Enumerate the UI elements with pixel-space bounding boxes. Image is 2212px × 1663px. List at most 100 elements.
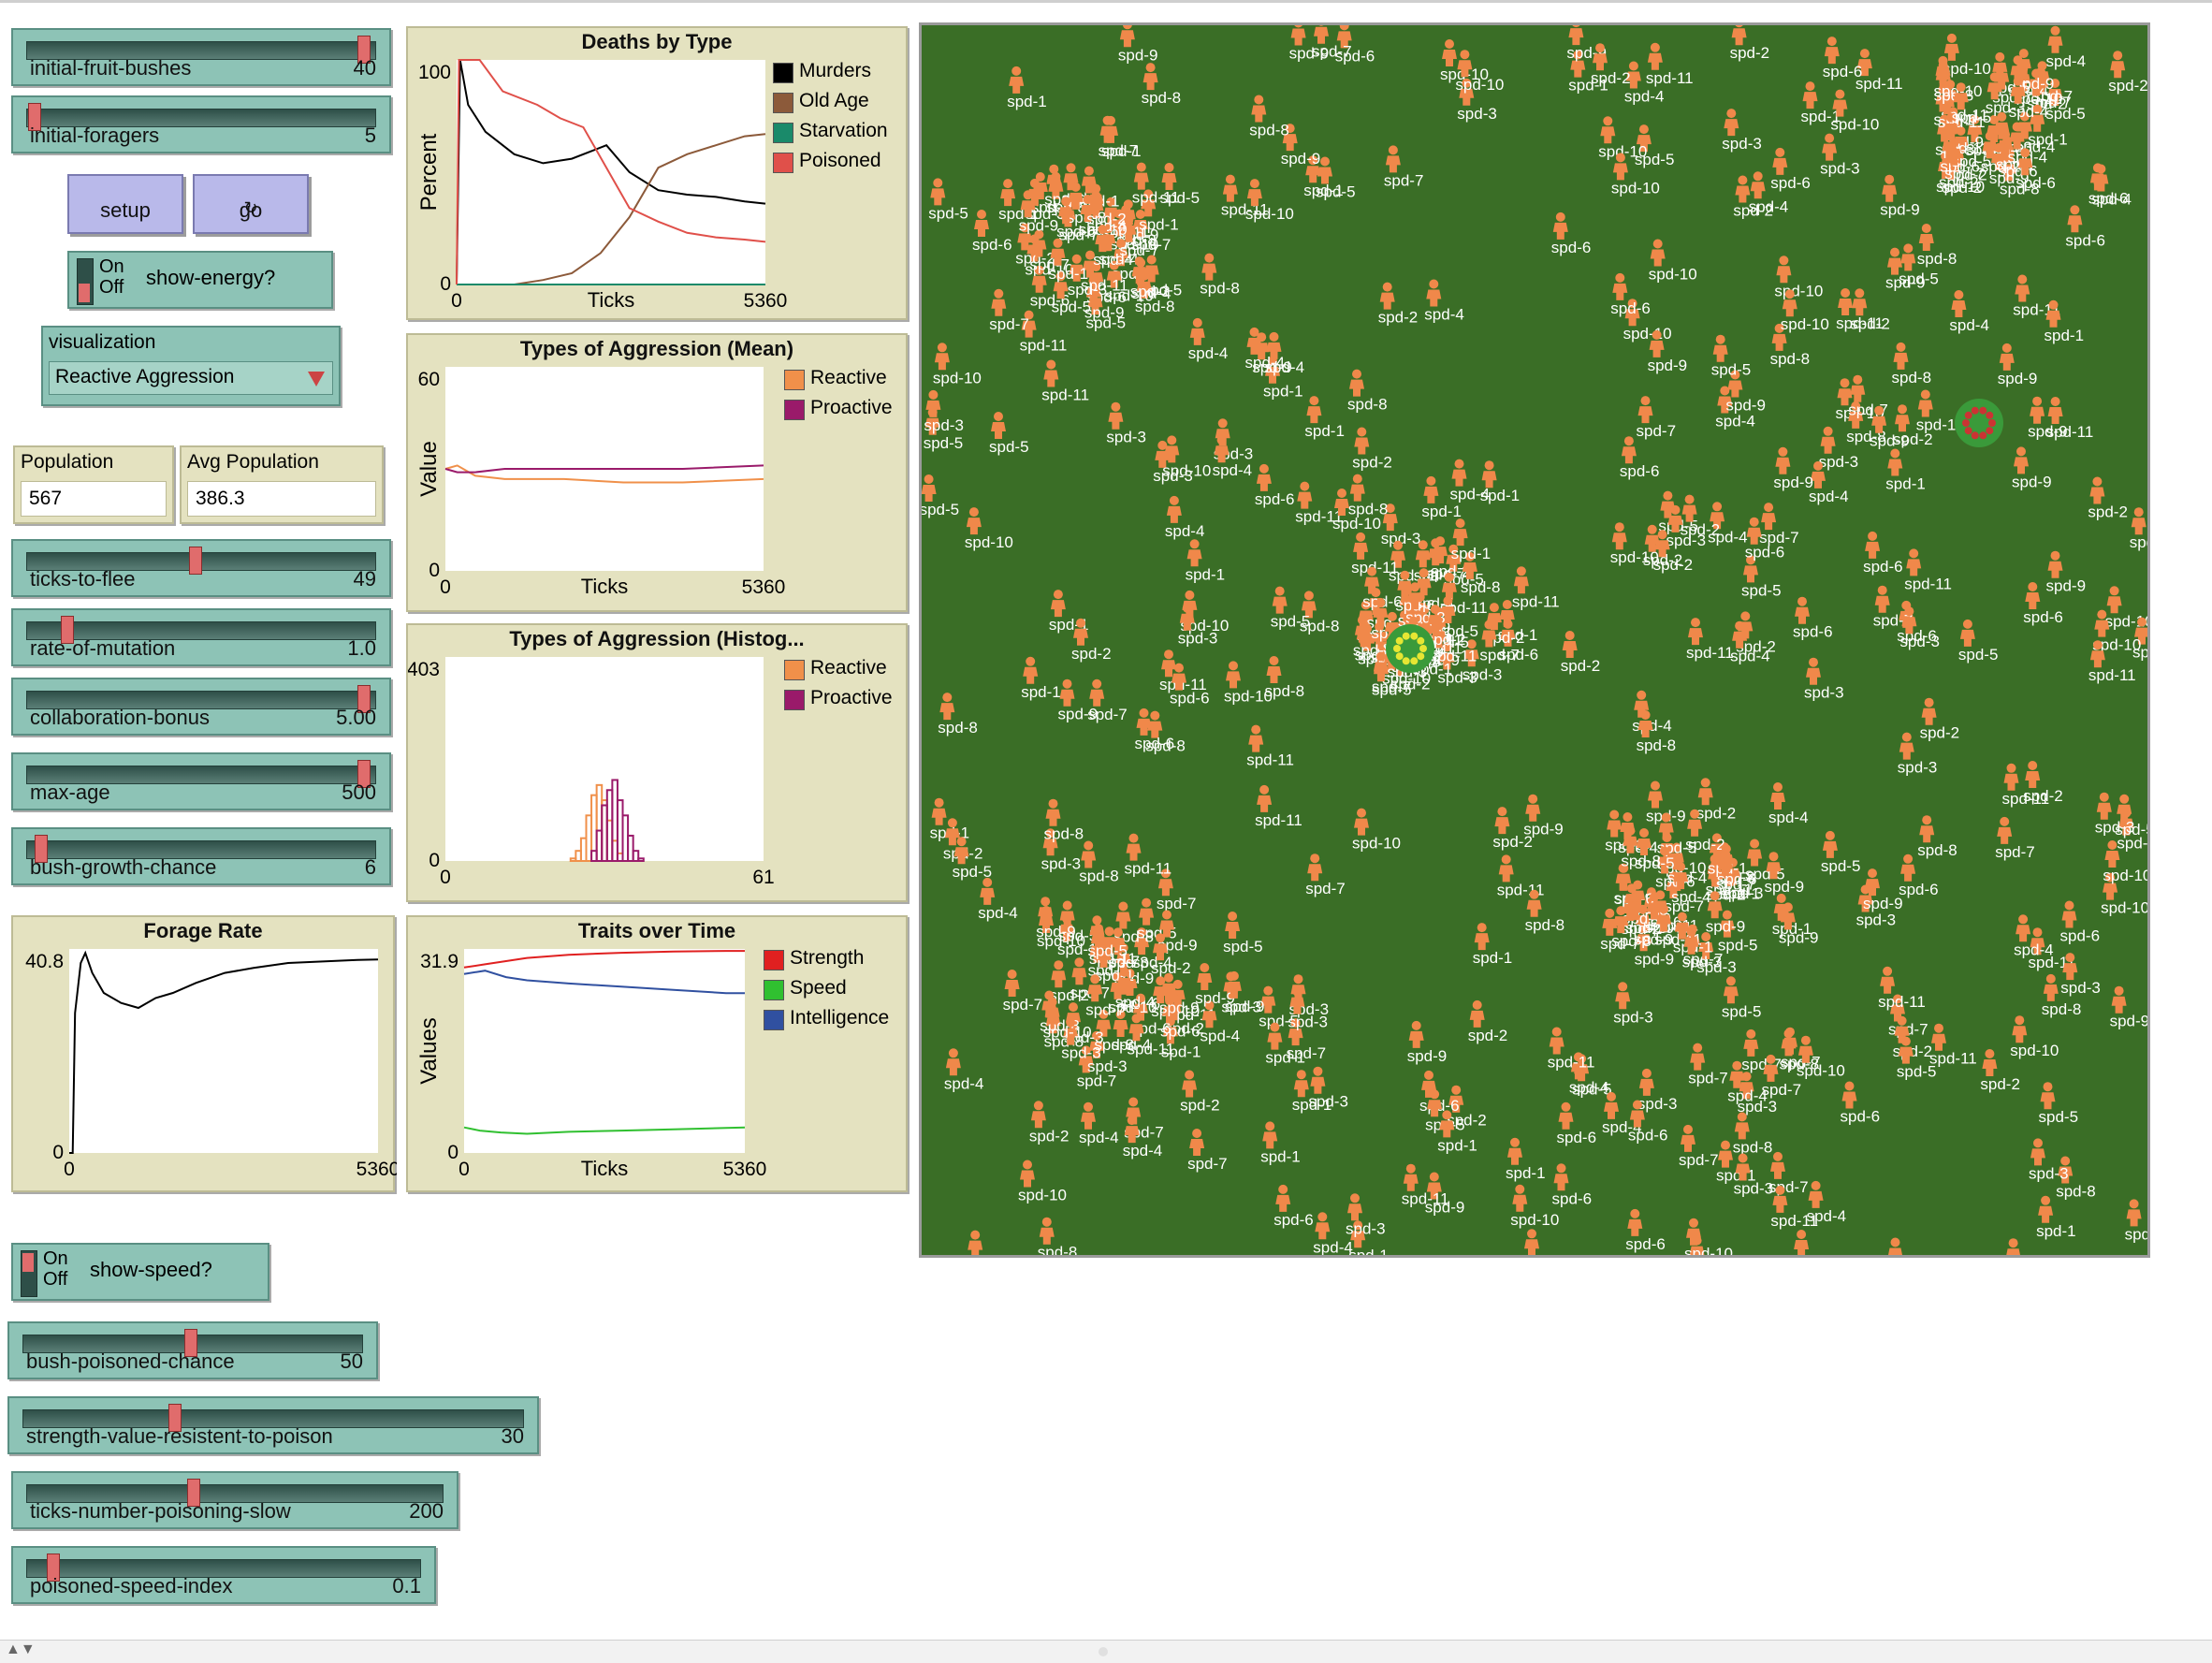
- forager-agent: spd-9: [1998, 343, 2037, 387]
- forager-agent: spd-10: [1245, 179, 1294, 223]
- forager-agent: spd-9: [1036, 897, 1076, 941]
- svg-text:spd-3: spd-3: [1820, 160, 1860, 178]
- svg-text:spd-2: spd-2: [1696, 804, 1737, 822]
- resize-handle[interactable]: [1099, 1647, 1108, 1656]
- go-button[interactable]: go ↻: [193, 174, 309, 234]
- svg-text:spd-7: spd-7: [1099, 142, 1139, 160]
- slider-rate-of-mutation[interactable]: rate-of-mutation 1.0: [11, 608, 391, 666]
- forager-agent: spd-6: [2065, 205, 2105, 249]
- forager-agent: spd-11: [1081, 250, 1128, 295]
- slider-thumb[interactable]: [189, 547, 203, 575]
- svg-text:spd-2: spd-2: [1730, 44, 1770, 62]
- y-tick-label: 0: [440, 273, 451, 295]
- legend-swatch: [784, 400, 805, 420]
- y-tick-label: 100: [418, 62, 451, 83]
- slider-max-age[interactable]: max-age 500: [11, 752, 391, 810]
- forager-agent: spd-5: [1821, 830, 1860, 875]
- svg-text:spd-1: spd-1: [2028, 131, 2068, 149]
- slider-initial-foragers[interactable]: initial-foragers 5: [11, 95, 391, 153]
- slider-ticks-to-flee[interactable]: ticks-to-flee 49: [11, 539, 391, 597]
- forager-agent: spd-1: [1021, 656, 1061, 701]
- slider-strength-resistent-to-poison[interactable]: strength-value-resistent-to-poison 30: [7, 1396, 539, 1454]
- forager-agent: spd-2: [1730, 25, 1770, 62]
- setup-button[interactable]: setup: [67, 174, 183, 234]
- switch-knob[interactable]: [21, 1250, 37, 1297]
- x-tick-label: 0: [440, 867, 451, 888]
- svg-text:spd-8: spd-8: [1461, 578, 1501, 596]
- slider-ticks-number-poisoning-slow[interactable]: ticks-number-poisoning-slow 200: [11, 1471, 458, 1529]
- svg-text:spd-7: spd-7: [1059, 226, 1099, 244]
- svg-text:spd-3: spd-3: [1381, 530, 1421, 547]
- collapse-arrows-icon[interactable]: ▲▼: [6, 1641, 36, 1657]
- forager-agent: spd-6: [1273, 1184, 1314, 1229]
- forager-agent: spd-4: [1112, 1010, 1151, 1054]
- forager-agent: spd-5: [1635, 124, 1674, 168]
- slider-bush-growth-chance[interactable]: bush-growth-chance 6: [11, 827, 391, 885]
- slider-bush-poisoned-chance[interactable]: bush-poisoned-chance 50: [7, 1321, 378, 1379]
- slider-thumb[interactable]: [357, 36, 371, 64]
- forager-agent: spd-9: [1281, 124, 1320, 168]
- svg-text:spd-7: spd-7: [1664, 897, 1704, 915]
- svg-text:spd-2: spd-2: [1071, 645, 1112, 663]
- forager-agent: spd-2: [1920, 697, 1959, 742]
- forager-agent: spd-5: [1718, 910, 1757, 955]
- slider-thumb[interactable]: [186, 1479, 200, 1507]
- forager-agent: spd-7: [1157, 868, 1196, 912]
- forager-agent: spd-6: [1610, 272, 1651, 317]
- svg-text:spd-11: spd-11: [1081, 277, 1128, 295]
- svg-text:spd-4: spd-4: [1188, 344, 1229, 362]
- legend-item: Poisoned: [773, 150, 888, 180]
- world-view[interactable]: spd-4 spd-6 spd-5 spd-7 spd-8 spd-3 spd-9 spd-1…: [919, 22, 2150, 1258]
- slider-thumb[interactable]: [61, 616, 75, 644]
- svg-text:spd-3: spd-3: [1288, 1014, 1328, 1031]
- forager-agent: spd-1: [1568, 50, 1608, 95]
- forager-agent: spd-6: [1499, 619, 1538, 664]
- forager-agent: spd-11: [1836, 288, 1884, 332]
- fruit-bush: [1955, 399, 2003, 447]
- chooser-select[interactable]: Reactive Aggression: [49, 361, 333, 395]
- slider-poisoned-speed-index[interactable]: poisoned-speed-index 0.1: [11, 1546, 436, 1604]
- svg-text:spd-9: spd-9: [1523, 821, 1564, 839]
- switch-show-speed[interactable]: On Off show-speed?: [11, 1243, 269, 1301]
- svg-text:spd-6: spd-6: [1335, 47, 1375, 65]
- forager-agent: spd-6: [1620, 436, 1659, 480]
- svg-text:spd-10: spd-10: [933, 369, 982, 387]
- forager-agent: spd-11: [1646, 42, 1694, 87]
- forager-agent: spd-3: [1613, 982, 1653, 1026]
- forager-agent: spd-5: [2115, 794, 2147, 839]
- forager-agent: spd-8: [1079, 840, 1119, 885]
- slider-thumb[interactable]: [35, 835, 49, 863]
- slider-initial-fruit-bushes[interactable]: initial-fruit-bushes 40: [11, 28, 391, 86]
- forager-agent: spd-9: [1225, 970, 1264, 1015]
- slider-thumb[interactable]: [357, 760, 371, 788]
- y-tick-label: 60: [418, 369, 440, 390]
- svg-text:spd-6: spd-6: [1551, 239, 1592, 256]
- legend-item: Reactive: [784, 657, 893, 687]
- svg-text:spd-3: spd-3: [2095, 819, 2135, 837]
- slider-thumb[interactable]: [28, 103, 41, 131]
- slider-thumb[interactable]: [357, 685, 371, 713]
- svg-text:spd-10: spd-10: [1797, 1062, 1845, 1080]
- chooser-visualization[interactable]: visualization Reactive Aggression: [41, 326, 341, 406]
- slider-thumb[interactable]: [184, 1329, 197, 1357]
- forager-agent: spd-5: [1899, 243, 1939, 287]
- svg-text:spd-9: spd-9: [1425, 1199, 1465, 1217]
- forager-agent: spd-3: [1696, 932, 1737, 976]
- forager-agent: spd-5: [2006, 1238, 2020, 1255]
- svg-text:spd-4: spd-4: [1949, 316, 1989, 334]
- legend-label: Reactive: [810, 657, 887, 678]
- slider-thumb[interactable]: [168, 1404, 182, 1432]
- svg-text:spd-4: spd-4: [1213, 461, 1253, 479]
- x-tick-label: 5360: [742, 576, 786, 598]
- svg-text:spd-9: spd-9: [1058, 706, 1099, 723]
- forager-agent: spd-2: [1643, 524, 1682, 569]
- forager-agent: spd-11: [1929, 1023, 1977, 1068]
- switch-knob[interactable]: [77, 258, 94, 305]
- svg-text:spd-5: spd-5: [1635, 854, 1675, 872]
- svg-text:spd-7: spd-7: [1003, 996, 1043, 1014]
- svg-text:spd-6: spd-6: [1793, 623, 1833, 641]
- slider-thumb[interactable]: [47, 1554, 60, 1582]
- forager-agent: spd-3: [1061, 1017, 1101, 1062]
- slider-collaboration-bonus[interactable]: collaboration-bonus 5.00: [11, 678, 391, 736]
- switch-show-energy[interactable]: On Off show-energy?: [67, 251, 333, 309]
